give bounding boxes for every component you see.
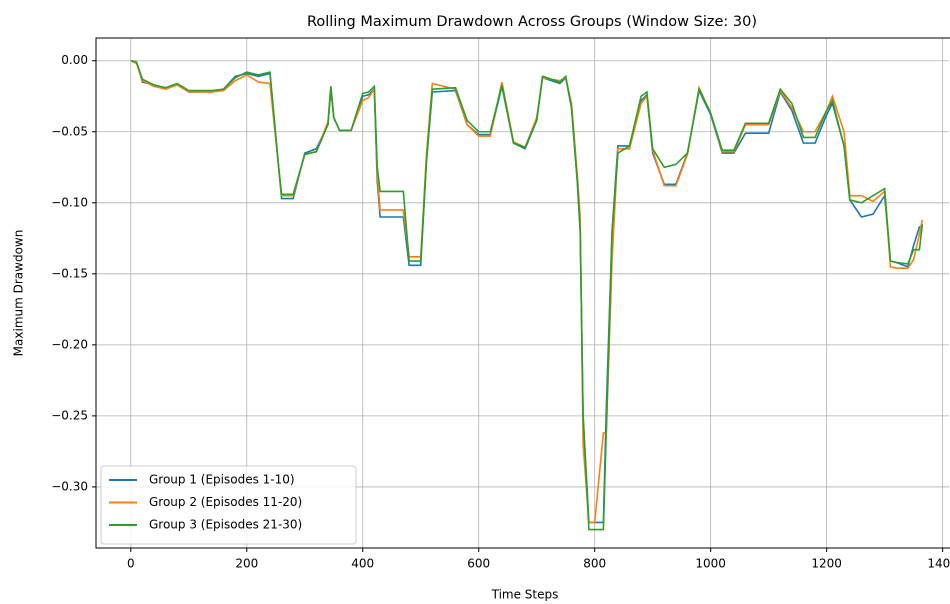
plot-frame [95,37,950,549]
y-axis-label: Maximum Drawdown [12,230,26,357]
x-tick-label: 200 [235,557,258,571]
y-tick-label: −0.05 [51,124,88,138]
x-tick-label: 800 [583,557,606,571]
legend-label: Group 2 (Episodes 11-20) [149,495,302,509]
y-tick-label: −0.10 [51,195,88,209]
y-tick-label: −0.20 [51,337,88,351]
legend-label: Group 3 (Episodes 21-30) [149,518,302,532]
x-tick-label: 600 [467,557,490,571]
x-tick-label: 400 [351,557,374,571]
x-axis-label: Time Steps [491,588,559,602]
data-line [130,60,924,524]
plot-area [130,59,924,531]
x-tick-label: 1200 [811,557,842,571]
x-tick-label: 1000 [695,557,726,571]
data-line [130,59,923,524]
chart-title: Rolling Maximum Drawdown Across Groups (… [307,14,757,30]
y-tick-label: 0.00 [61,53,88,67]
x-tick-label: 0 [127,557,135,571]
y-tick-label: −0.30 [51,479,88,493]
legend-label: Group 1 (Episodes 1-10) [149,473,295,487]
legend-box [100,465,357,545]
data-line [130,59,924,531]
y-tick-label: −0.15 [51,266,88,280]
y-tick-label: −0.25 [51,408,88,422]
